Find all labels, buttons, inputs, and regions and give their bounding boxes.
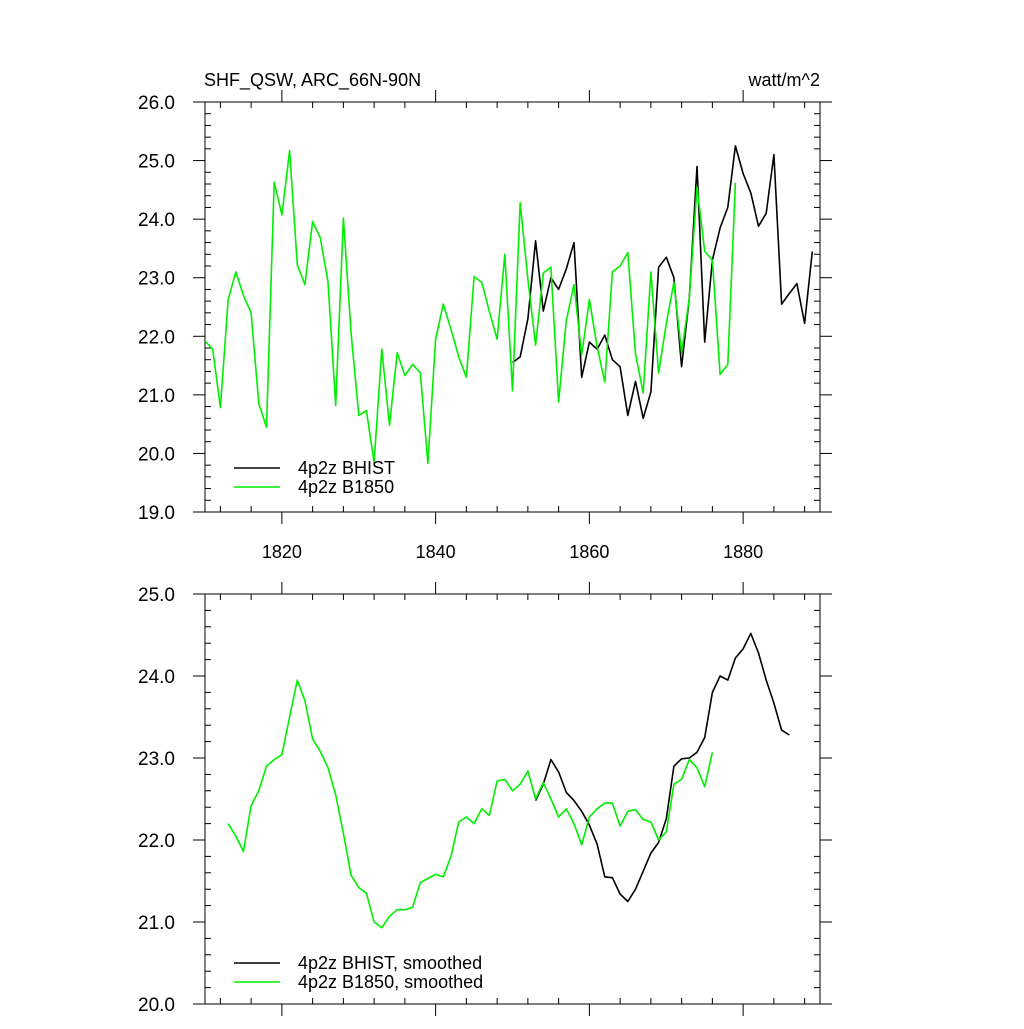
x-tick-label: 1860: [569, 542, 609, 562]
y-tick-label: 23.0: [138, 749, 175, 770]
series-line-top-0: [512, 145, 814, 420]
chart-title: SHF_QSW, ARC_66N-90N: [204, 70, 421, 91]
y-tick-label: 22.0: [138, 327, 175, 348]
plot-frame-bottom: [204, 593, 821, 1005]
y-tick-label: 25.0: [138, 152, 175, 173]
units-label: watt/m^2: [748, 70, 820, 90]
y-tick-label: 24.0: [138, 210, 175, 231]
y-tick-label: 19.0: [138, 503, 175, 524]
legend-label: 4p2z BHIST: [298, 458, 395, 478]
legend-label: 4p2z B1850: [298, 477, 394, 497]
y-tick-label: 21.0: [138, 913, 175, 934]
y-tick-label: 25.0: [138, 585, 175, 606]
y-tick-label: 20.0: [138, 444, 175, 465]
plot-frame-top: [204, 101, 821, 513]
y-tick-label: 24.0: [138, 667, 175, 688]
y-tick-label: 20.0: [138, 995, 175, 1016]
y-tick-label: 26.0: [138, 93, 175, 114]
x-tick-label: 1880: [723, 542, 763, 562]
legend-label: 4p2z BHIST, smoothed: [298, 953, 482, 973]
series-line-bottom-0: [534, 632, 790, 903]
x-tick-label: 1840: [416, 542, 456, 562]
y-tick-label: 21.0: [138, 386, 175, 407]
plot-panel-bottom: 20.0 21.0 22.0 23.0 24.0 25.0 4p2z BHIST, smoo…: [138, 582, 832, 1016]
plot-panel-top: 1820 1840 1860 1880 19.0 20.0 21.0 22.0 23.0 24.0…: [138, 90, 832, 562]
series-line-top-1: [204, 149, 737, 465]
y-tick-label: 23.0: [138, 269, 175, 290]
y-tick-label: 22.0: [138, 831, 175, 852]
series-line-bottom-1: [227, 679, 714, 929]
x-tick-label: 1820: [262, 542, 302, 562]
legend-label: 4p2z B1850, smoothed: [298, 972, 483, 992]
